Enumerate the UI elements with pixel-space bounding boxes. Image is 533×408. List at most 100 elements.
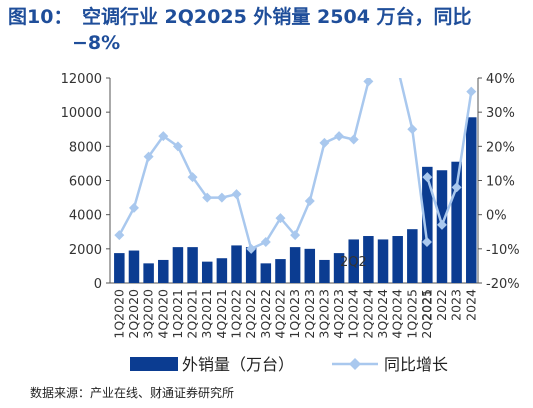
x-tick-label: 1Q2021: [170, 289, 185, 339]
bar-quarterly: [289, 247, 301, 283]
x-tick-label: 2Q2022: [243, 289, 258, 339]
yoy-point-quarterly: [407, 124, 418, 135]
yoy-point-annual: [422, 172, 433, 183]
yoy-line-quarterly: [118, 78, 429, 251]
bar-annual: [466, 117, 477, 284]
x-tick-label: 2Q2021: [185, 289, 200, 339]
right-tick-label: 40%: [486, 72, 515, 87]
left-tick-label: 6000: [69, 175, 102, 190]
yoy-point-quarterly: [114, 230, 125, 241]
yoy-point-quarterly: [260, 237, 271, 247]
bar-quarterly: [114, 253, 125, 283]
left-tick-label: 8000: [69, 140, 102, 155]
yoy-point-quarterly: [393, 63, 403, 73]
x-tick-label: 1Q2020: [111, 289, 126, 339]
chart-annotation: 2Q2: [340, 255, 367, 270]
yoy-point-quarterly: [158, 131, 169, 142]
yoy-point-quarterly: [143, 151, 154, 162]
x-tick-label: 4Q2023: [331, 289, 346, 339]
x-tick-label: 3Q2022: [258, 289, 273, 339]
bar-annual: [422, 166, 433, 283]
bar-quarterly: [407, 229, 418, 283]
yoy-point-quarterly: [304, 196, 315, 206]
x-tick-label: 1Q2023: [287, 289, 302, 339]
yoy-point-annual: [451, 182, 462, 193]
yoy-line-annual: [426, 91, 473, 229]
right-tick-label: 30%: [486, 106, 515, 121]
yoy-point-quarterly: [202, 192, 213, 203]
bar-quarterly: [143, 263, 154, 283]
x-tick-label: 1Q2025: [404, 289, 419, 339]
x-tick-label: 3Q2021: [199, 289, 214, 339]
yoy-point-quarterly: [128, 202, 139, 213]
x-tick-label: 4Q2022: [272, 289, 287, 339]
x-tick-label: 2Q2024: [360, 289, 375, 339]
x-tick-label: 3Q2023: [316, 289, 331, 339]
legend-label-line: 同比增长: [384, 355, 448, 374]
right-tick-label: -20%: [486, 277, 520, 292]
bar-quarterly: [172, 247, 184, 283]
yoy-point-quarterly: [275, 213, 286, 224]
bar-annual: [451, 161, 462, 283]
bar-quarterly: [304, 248, 316, 283]
bar-quarterly: [187, 247, 198, 283]
yoy-point-quarterly: [363, 78, 374, 87]
x-tick-label: 1Q2022: [229, 289, 244, 339]
left-tick-label: 0: [94, 277, 102, 292]
yoy-point-quarterly: [231, 189, 242, 200]
right-tick-label: 10%: [486, 175, 515, 190]
yoy-point-annual: [466, 86, 477, 97]
yoy-point-quarterly: [378, 22, 388, 32]
bar-quarterly: [275, 259, 286, 283]
bar-quarterly: [216, 258, 228, 283]
yoy-point-quarterly: [421, 237, 432, 247]
x-tick-label: 2Q2025: [419, 289, 434, 339]
x-tick-label: 1Q2024: [346, 289, 361, 339]
yoy-point-quarterly: [319, 137, 330, 148]
bar-quarterly: [333, 253, 345, 283]
yoy-point-quarterly: [246, 243, 257, 254]
x-tick-label: 2Q2023: [302, 289, 317, 339]
legend-swatch-marker: [349, 358, 361, 370]
x-tick-label: 2021: [419, 289, 434, 321]
yoy-point-quarterly: [348, 134, 359, 145]
x-tick-label: 4Q2024: [390, 289, 405, 339]
x-tick-label: 3Q2024: [375, 289, 390, 339]
yoy-point-annual: [436, 219, 447, 230]
source-note: 数据来源：产业在线、财通证券研究所: [30, 386, 235, 400]
x-tick-label: 2022: [434, 289, 449, 321]
bar-quarterly: [392, 236, 403, 283]
chart-title: 图10： 空调行业 2Q2025 外销量 2504 万台，同比 −8%: [8, 4, 528, 56]
yoy-point-quarterly: [216, 192, 227, 203]
left-tick-label: 4000: [69, 209, 102, 224]
chart-title-line2: −8%: [72, 32, 121, 54]
yoy-point-quarterly: [172, 141, 183, 152]
x-tick-label: 4Q2020: [155, 289, 170, 339]
right-tick-label: 0%: [486, 209, 507, 224]
bar-quarterly: [201, 261, 213, 283]
yoy-point-quarterly: [187, 172, 198, 183]
bar-quarterly: [319, 259, 330, 283]
right-tick-label: 20%: [486, 140, 515, 155]
bar-quarterly: [260, 263, 272, 283]
bar-quarterly: [348, 239, 359, 283]
bar-quarterly: [231, 245, 242, 283]
x-tick-label: 2024: [463, 289, 478, 321]
left-tick-label: 12000: [61, 72, 102, 87]
x-tick-label: 2Q2020: [126, 289, 141, 339]
bar-quarterly: [128, 250, 140, 283]
bar-quarterly: [158, 259, 169, 283]
x-tick-label: 2023: [449, 289, 464, 321]
bar-quarterly: [245, 247, 257, 283]
chart-title-line1: 图10： 空调行业 2Q2025 外销量 2504 万台，同比: [8, 6, 472, 28]
legend-label-bar: 外销量（万台）: [182, 355, 294, 374]
bar-quarterly: [377, 239, 389, 283]
left-tick-label: 2000: [69, 243, 102, 258]
legend-swatch-bar: [130, 357, 178, 371]
right-tick-label: -10%: [486, 243, 520, 258]
x-tick-label: 4Q2021: [214, 289, 229, 339]
x-tick-label: 3Q2020: [141, 289, 156, 339]
bar-quarterly: [363, 236, 374, 283]
yoy-point-quarterly: [334, 131, 345, 142]
